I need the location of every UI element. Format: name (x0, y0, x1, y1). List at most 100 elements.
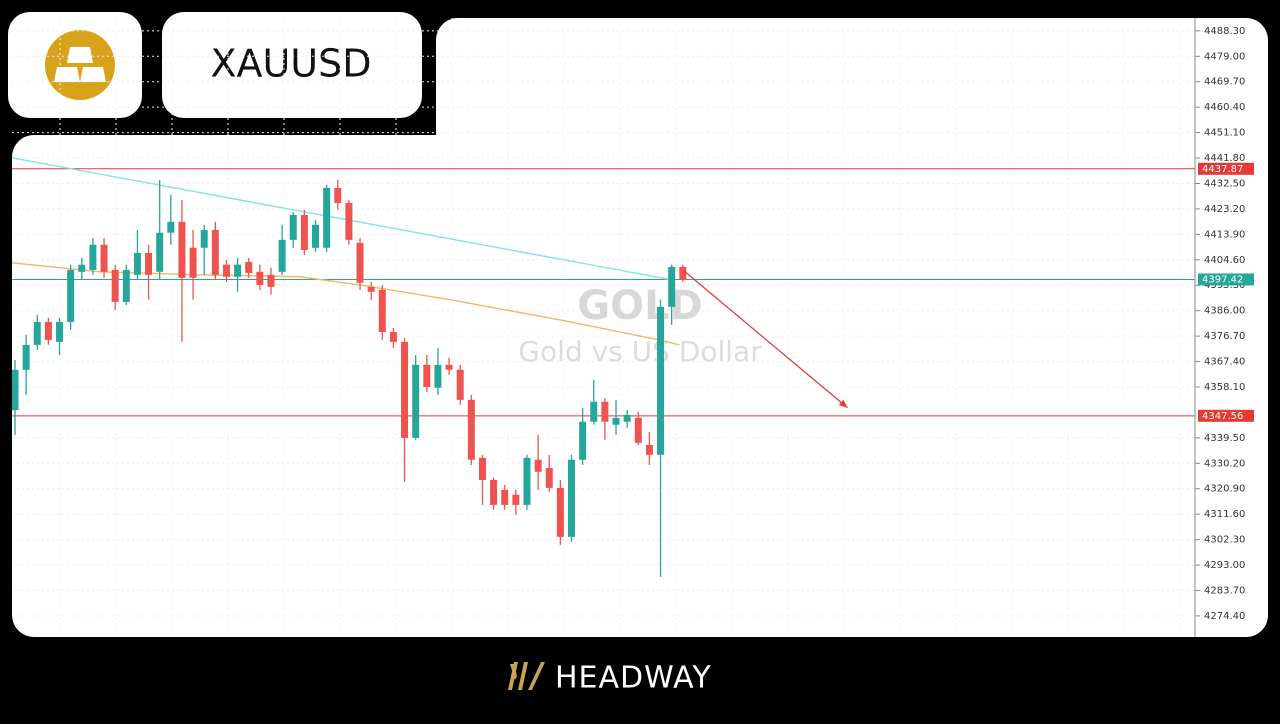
candle-body (256, 271, 264, 285)
candle-body (167, 221, 175, 233)
candle-body (645, 444, 653, 455)
candle-body (33, 321, 41, 345)
candle-body (612, 417, 620, 425)
watermark-title: GOLD (577, 283, 703, 329)
candle-body (300, 214, 308, 250)
candle-body (345, 202, 353, 240)
y-tick-label: 4376.70 (1204, 331, 1245, 342)
candle-body (22, 344, 30, 370)
arrow-head (838, 399, 848, 408)
candle-body (590, 401, 598, 422)
candle-body (78, 264, 86, 272)
y-tick-label: 4339.50 (1204, 433, 1245, 444)
chart-panel (12, 135, 1268, 637)
candle-body (545, 467, 553, 488)
candle-body (178, 221, 186, 278)
forecast-arrow (682, 269, 848, 409)
overlay-line (12, 157, 672, 281)
candle-body (568, 459, 575, 537)
y-tick-label: 4283.70 (1204, 585, 1245, 596)
candle-body (556, 487, 564, 537)
y-tick-label: 4479.00 (1204, 51, 1245, 62)
y-tick-label: 4386.00 (1204, 306, 1245, 317)
candle-body (245, 261, 253, 273)
y-tick-label: 4311.60 (1204, 509, 1245, 520)
y-tick-label: 4293.00 (1204, 560, 1245, 571)
y-tick-label: 4358.10 (1204, 382, 1245, 393)
candle-body (389, 332, 397, 342)
candle-body (89, 244, 97, 270)
candle-body (156, 232, 164, 272)
candle-body (501, 489, 509, 505)
y-tick-label: 4488.30 (1204, 26, 1245, 37)
candle-body (323, 187, 331, 248)
candle-body (234, 264, 242, 277)
candle-body (579, 421, 587, 460)
candle-body (145, 252, 153, 275)
candle-body (445, 364, 453, 370)
candle-body (601, 401, 609, 422)
candle-body (189, 247, 197, 278)
candle-body (289, 214, 297, 240)
candle-body (434, 364, 442, 388)
level-price-label: 4397.42 (1202, 274, 1243, 285)
candle-body (512, 494, 520, 505)
candle-body (12, 369, 19, 410)
price-scale: 4488.30 4479.00 4469.70 4460.40 4451.10 4441.… (1195, 26, 1254, 622)
candle-body (267, 274, 275, 287)
candle-body (534, 459, 542, 472)
candle-body (423, 364, 431, 387)
y-tick-label: 4274.40 (1204, 611, 1245, 622)
y-tick-label: 4413.90 (1204, 229, 1245, 240)
candle-body (623, 414, 631, 422)
candle-body (100, 244, 108, 272)
candle-body (490, 479, 498, 505)
level-price-label: 4437.87 (1202, 164, 1243, 175)
y-tick-label: 4367.40 (1204, 357, 1245, 368)
grid (12, 18, 1195, 637)
brand-name: HEADWAY (555, 661, 712, 696)
candle-body (478, 457, 486, 480)
candle-body (378, 289, 386, 333)
y-tick-label: 4320.90 (1204, 484, 1245, 495)
candle-body (67, 269, 75, 322)
level-price-tag (1198, 162, 1254, 175)
symbol: XAUUSD (210, 42, 371, 86)
candle-body (401, 341, 409, 438)
gold-bars (54, 47, 106, 82)
candle-body (211, 229, 219, 275)
level-price-tag (1198, 273, 1254, 286)
y-tick-label: 4302.30 (1204, 535, 1245, 546)
candle-body (44, 321, 52, 340)
symbol-card (162, 12, 422, 118)
y-tick-label: 4451.10 (1204, 128, 1245, 139)
candle-body (200, 229, 208, 248)
y-tick-label: 4441.80 (1204, 153, 1245, 164)
candle-body (523, 457, 531, 505)
watermark-subtitle: Gold vs US Dollar (518, 335, 762, 368)
candle-body (222, 264, 230, 277)
brand-logo (508, 662, 545, 690)
y-tick-label: 4395.30 (1204, 280, 1245, 291)
candle-body (467, 399, 475, 460)
candle-body (367, 286, 375, 292)
y-tick-label: 4432.50 (1204, 178, 1245, 189)
y-tick-label: 4469.70 (1204, 77, 1245, 88)
candle-body (679, 266, 687, 280)
candle-body (412, 364, 420, 438)
candle-body (634, 417, 642, 443)
y-tick-label: 4404.60 (1204, 255, 1245, 266)
candle-body (456, 369, 464, 400)
candle-body (334, 187, 342, 203)
candle-body (356, 242, 364, 283)
candle-body (56, 321, 64, 342)
candle-body (668, 266, 676, 307)
candle-body (312, 224, 320, 248)
plot (12, 157, 1195, 577)
level-price-tag (1198, 409, 1254, 422)
candle-body (111, 269, 119, 302)
gold-icon (45, 30, 115, 100)
level-price-label: 4347.56 (1202, 411, 1243, 422)
candle-body (278, 239, 286, 272)
